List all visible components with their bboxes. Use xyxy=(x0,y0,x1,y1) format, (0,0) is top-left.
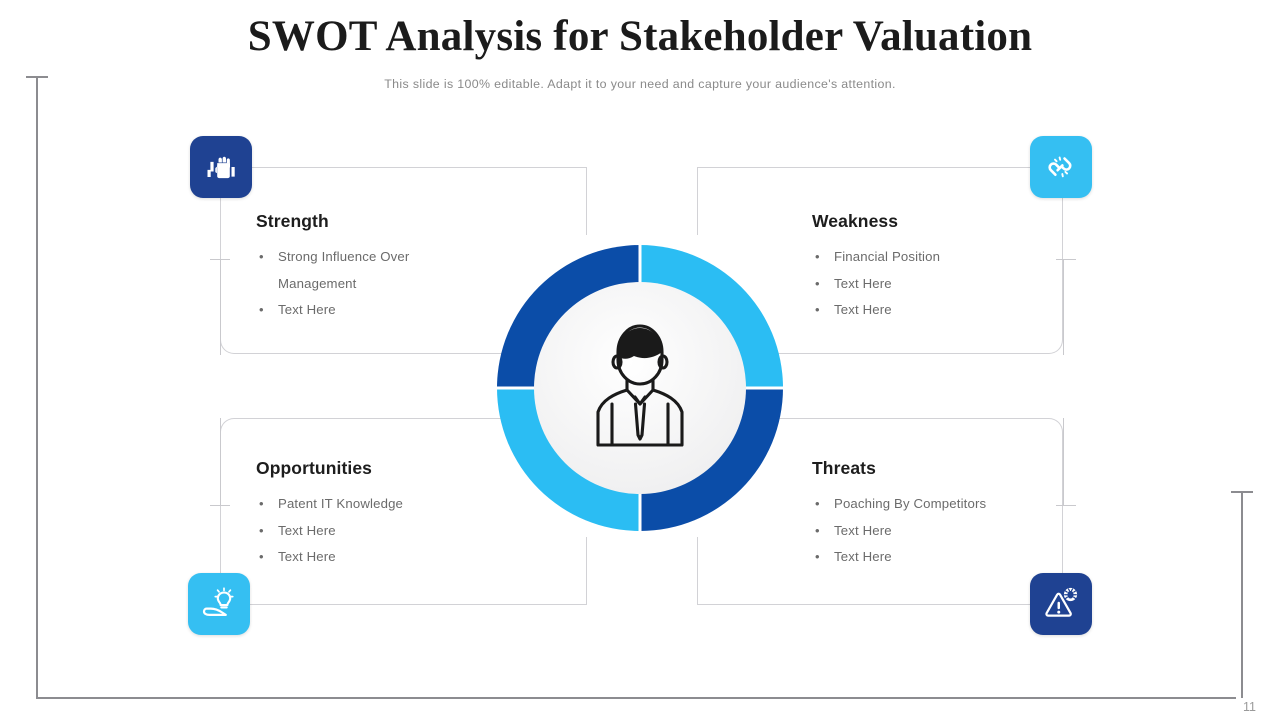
connector-weakness xyxy=(697,167,698,235)
decor-top-left-bar xyxy=(26,76,48,78)
list-item: Text Here xyxy=(256,544,556,571)
raised-fist-arrows-icon xyxy=(206,156,235,179)
hand-lightbulb-icon xyxy=(202,587,234,616)
quadrant-weakness: Weakness Financial Position Text Here Te… xyxy=(812,211,1112,324)
list-item: Text Here xyxy=(256,518,556,545)
list-item: Strong Influence Over Management xyxy=(256,244,556,297)
quadrant-strength: Strength Strong Influence Over Managemen… xyxy=(256,211,556,324)
icon-tile-threats[interactable] xyxy=(1030,573,1092,635)
icon-tile-opportunities[interactable] xyxy=(188,573,250,635)
page-title: SWOT Analysis for Stakeholder Valuation xyxy=(247,13,1033,60)
connector-strength xyxy=(586,167,587,235)
tick-left-lower-stem xyxy=(220,418,221,506)
connector-threats xyxy=(697,537,698,605)
connector-opportunities xyxy=(586,537,587,605)
businessman-avatar-icon xyxy=(596,324,684,447)
list-item: Financial Position xyxy=(812,244,1112,271)
quadrant-weakness-bullets: Financial Position Text Here Text Here xyxy=(812,244,1112,324)
tick-left-upper-stem xyxy=(220,259,221,355)
page-subtitle: This slide is 100% editable. Adapt it to… xyxy=(384,77,896,91)
list-item: Text Here xyxy=(256,297,556,324)
list-item: Patent IT Knowledge xyxy=(256,491,556,518)
list-item: Text Here xyxy=(812,271,1112,298)
icon-tile-strength[interactable] xyxy=(190,136,252,198)
tick-right-lower-stem xyxy=(1063,418,1064,506)
list-item: Text Here xyxy=(812,297,1112,324)
page-number: 11 xyxy=(1243,700,1256,714)
quadrant-threats: Threats Poaching By Competitors Text Her… xyxy=(812,458,1112,571)
warning-bug-icon xyxy=(1045,587,1078,617)
decor-right-bar xyxy=(1231,491,1253,493)
quadrant-strength-heading: Strength xyxy=(256,211,329,231)
decor-bottom-horizontal xyxy=(36,697,1236,699)
quadrant-opportunities-bullets: Patent IT Knowledge Text Here Text Here xyxy=(256,491,556,571)
quadrant-opportunities-heading: Opportunities xyxy=(256,458,373,478)
center-donut-chart xyxy=(490,238,790,538)
list-item: Poaching By Competitors xyxy=(812,491,1112,518)
list-item: Text Here xyxy=(812,518,1112,545)
quadrant-threats-heading: Threats xyxy=(812,458,876,478)
icon-tile-weakness[interactable] xyxy=(1030,136,1092,198)
quadrant-opportunities: Opportunities Patent IT Knowledge Text H… xyxy=(256,458,556,571)
quadrant-threats-bullets: Poaching By Competitors Text Here Text H… xyxy=(812,491,1112,571)
quadrant-strength-bullets: Strong Influence Over Management Text He… xyxy=(256,244,556,324)
list-item: Text Here xyxy=(812,544,1112,571)
quadrant-weakness-heading: Weakness xyxy=(812,211,899,231)
decor-left-vertical xyxy=(36,77,38,698)
frame-opportunities xyxy=(220,418,586,605)
broken-chain-icon xyxy=(1048,156,1072,178)
decor-right-vertical xyxy=(1241,492,1243,698)
